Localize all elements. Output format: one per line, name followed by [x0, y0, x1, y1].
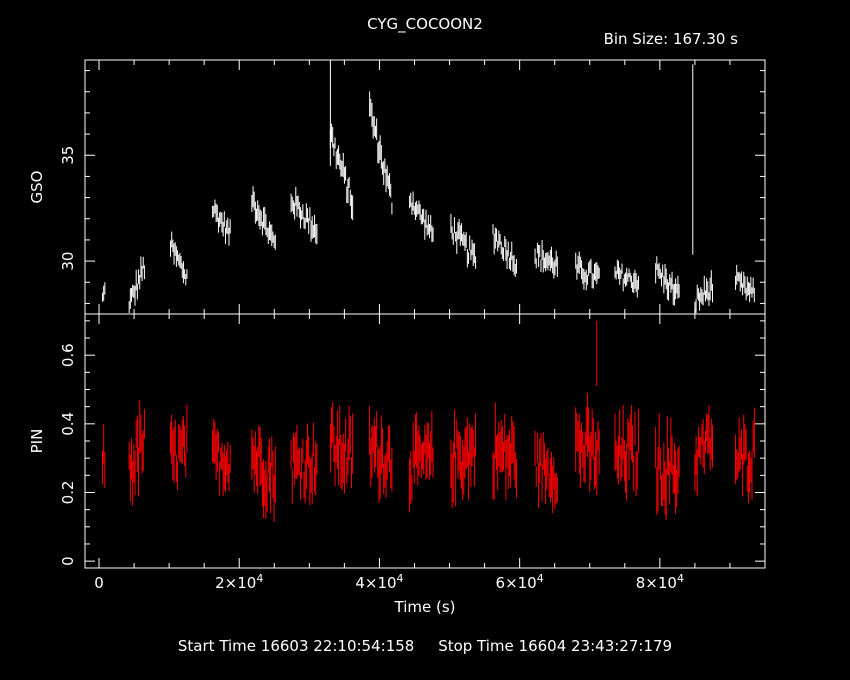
- x-axis-label: Time (s): [394, 598, 456, 616]
- x-tick-label: 8×104: [636, 572, 684, 592]
- data-series: [102, 320, 755, 522]
- gso-panel: 30 35 GSO: [28, 59, 766, 315]
- stop-time-label: Stop Time 16604 23:43:27:179: [438, 637, 672, 655]
- y-tick-label: 0.2: [59, 481, 77, 505]
- y-tick-label: 0: [59, 556, 77, 566]
- x-tick-label: 2×104: [215, 572, 263, 592]
- x-tick-label: 6×104: [496, 572, 544, 592]
- y-tick-label: 35: [59, 146, 77, 165]
- y-axis-label: GSO: [28, 171, 46, 204]
- start-time-label: Start Time 16603 22:10:54:158: [178, 637, 414, 655]
- bin-size-label: Bin Size: 167.30 s: [604, 30, 739, 48]
- time-range-footer: Start Time 16603 22:10:54:158 Stop Time …: [178, 637, 672, 655]
- y-tick-label: 0.6: [59, 343, 77, 367]
- x-tick-label: 4×104: [355, 572, 403, 592]
- y-tick-label: 0.4: [59, 412, 77, 436]
- x-tick-label: 0: [94, 574, 104, 592]
- pin-panel: 0 0.2 0.4 0.6 PIN 0 2×104 4×104 6×104 8×104 Time (…: [28, 313, 766, 616]
- y-tick-label: 30: [59, 252, 77, 271]
- chart-title: CYG_COCOON2: [367, 15, 483, 34]
- y-axis-label: PIN: [28, 429, 46, 454]
- data-series: [102, 60, 755, 313]
